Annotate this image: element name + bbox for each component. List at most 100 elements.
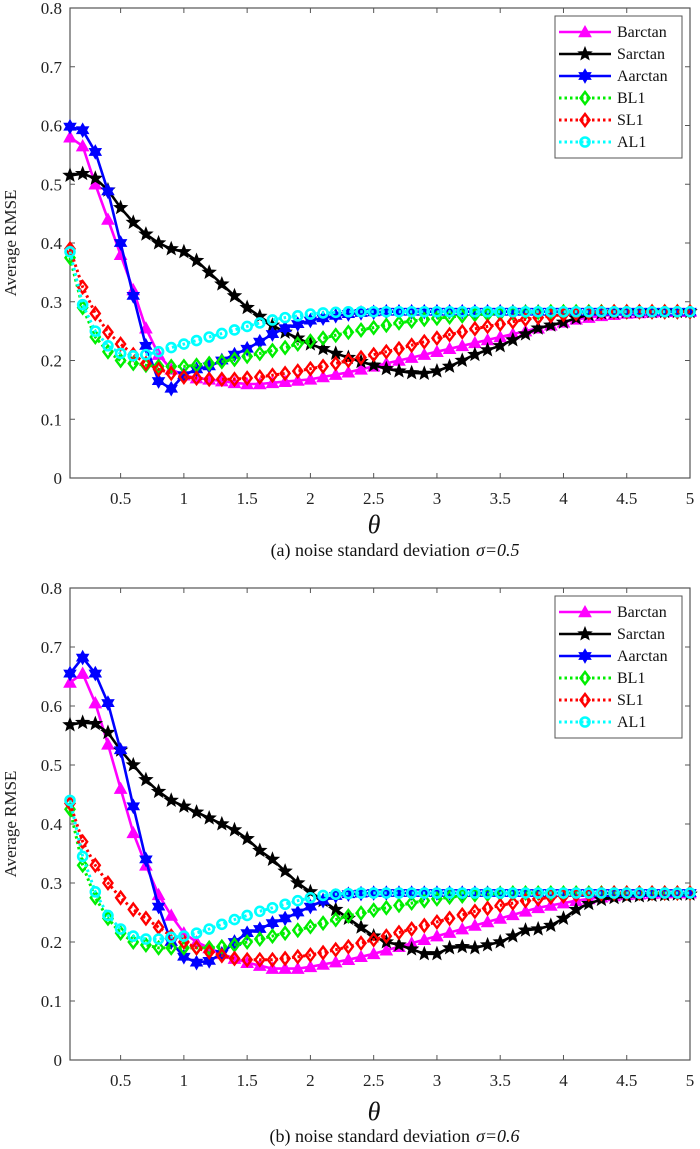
marker-sarctan (87, 715, 104, 731)
marker-sl1 (392, 340, 405, 357)
marker-bl1 (215, 353, 228, 370)
y-tick-label: 0.3 (41, 874, 62, 893)
marker-al1 (545, 887, 557, 899)
marker-sl1 (342, 352, 355, 369)
marker-al1 (178, 338, 190, 350)
x-tick-label: 3.5 (490, 489, 511, 508)
marker-al1 (329, 306, 342, 319)
marker-sl1 (380, 343, 393, 360)
marker-al1 (658, 887, 671, 899)
legend-label-sl1: SL1 (617, 112, 644, 129)
legend-label-al1: AL1 (617, 714, 646, 731)
marker-sl1 (304, 946, 317, 963)
marker-sarctan (441, 358, 458, 373)
marker-al1 (393, 887, 405, 899)
legend-marker (579, 716, 591, 728)
marker-sarctan (214, 276, 230, 291)
marker-aarctan (354, 885, 368, 902)
marker-sarctan (188, 804, 205, 819)
marker-barctan (354, 949, 368, 963)
marker-sl1 (89, 305, 102, 322)
marker-barctan (290, 373, 305, 386)
marker-al1 (671, 305, 684, 318)
marker-al1 (532, 305, 544, 318)
legend-label-al1: AL1 (617, 134, 646, 151)
y-tick-label: 0.6 (41, 697, 62, 716)
marker-sl1 (139, 355, 152, 372)
marker-sl1 (76, 279, 89, 296)
marker-bl1 (304, 918, 317, 935)
marker-al1 (418, 305, 431, 318)
marker-al1 (152, 345, 165, 358)
marker-sl1 (392, 924, 405, 941)
marker-al1 (266, 901, 279, 914)
marker-aarctan (139, 337, 153, 354)
marker-sarctan (163, 240, 179, 256)
marker-aarctan (75, 649, 90, 666)
marker-sl1 (456, 323, 469, 340)
caption-text: (b) noise standard deviation (270, 1126, 470, 1147)
marker-bl1 (380, 899, 393, 916)
marker-al1 (152, 933, 165, 945)
marker-barctan (468, 918, 482, 931)
marker-sarctan (505, 331, 521, 347)
marker-aarctan (290, 316, 305, 332)
marker-al1 (658, 305, 671, 318)
marker-al1 (646, 305, 658, 318)
marker-al1 (507, 305, 519, 318)
marker-sarctan (479, 936, 496, 952)
marker-sarctan (74, 714, 91, 730)
x-tick-label: 0.5 (110, 1071, 131, 1090)
marker-al1 (608, 887, 620, 899)
marker-sarctan (125, 214, 141, 229)
marker-al1 (684, 887, 696, 899)
marker-sl1 (443, 910, 456, 927)
y-tick-label: 0.2 (41, 352, 62, 371)
marker-bl1 (152, 939, 165, 956)
line-al1 (68, 800, 690, 941)
marker-barctan (379, 943, 394, 956)
y-tick-label: 0.6 (41, 117, 62, 136)
marker-al1 (203, 923, 215, 935)
marker-sl1 (291, 363, 304, 380)
marker-barctan (328, 367, 343, 380)
marker-barctan (442, 925, 457, 938)
legend-box (554, 595, 683, 739)
marker-aarctan (303, 898, 318, 915)
marker-bl1 (266, 928, 279, 945)
marker-sl1 (519, 892, 532, 909)
legend-marker (579, 112, 591, 128)
x-tick-label: 4 (559, 489, 568, 508)
marker-sl1 (355, 935, 368, 952)
marker-sarctan (214, 815, 230, 831)
marker-sarctan (239, 299, 255, 315)
y-axis-label: Average RMSE (1, 190, 20, 297)
marker-aarctan (290, 904, 305, 921)
y-tick-label: 0 (54, 469, 63, 488)
marker-sarctan (74, 165, 91, 181)
y-tick-label: 0.3 (41, 293, 62, 312)
marker-sarctan (416, 365, 432, 380)
legend: Barctan Sarctan Aarctan BL1 SL1 AL1 (554, 15, 683, 159)
chart-panel-a: 0 0.1 0.2 0.3 0.4 0.5 0.6 0.7 0.8 0.5 1 1.5 2 2.5 3 3.5… (1, 0, 698, 561)
line-al1 (68, 251, 690, 358)
marker-sl1 (253, 951, 266, 968)
marker-bl1 (367, 902, 380, 919)
marker-al1 (469, 305, 481, 318)
y-tick-label: 0.1 (41, 992, 62, 1011)
marker-al1 (431, 887, 443, 899)
marker-sl1 (494, 897, 507, 914)
chart-panel-b: 0 0.1 0.2 0.3 0.4 0.5 0.6 0.7 0.8 0.5 1 1.5 2 2.5 3 3.5… (0, 575, 700, 1149)
marker-bl1 (152, 358, 165, 375)
marker-sl1 (456, 906, 469, 923)
marker-sarctan (252, 842, 268, 858)
marker-bl1 (317, 915, 330, 932)
marker-bl1 (266, 342, 279, 359)
marker-bl1 (114, 352, 127, 369)
marker-sarctan (176, 243, 192, 259)
marker-aarctan (404, 885, 419, 901)
marker-barctan (101, 737, 115, 750)
marker-aarctan (88, 144, 103, 160)
marker-sl1 (329, 355, 342, 372)
y-tick-label: 0.7 (41, 58, 63, 77)
